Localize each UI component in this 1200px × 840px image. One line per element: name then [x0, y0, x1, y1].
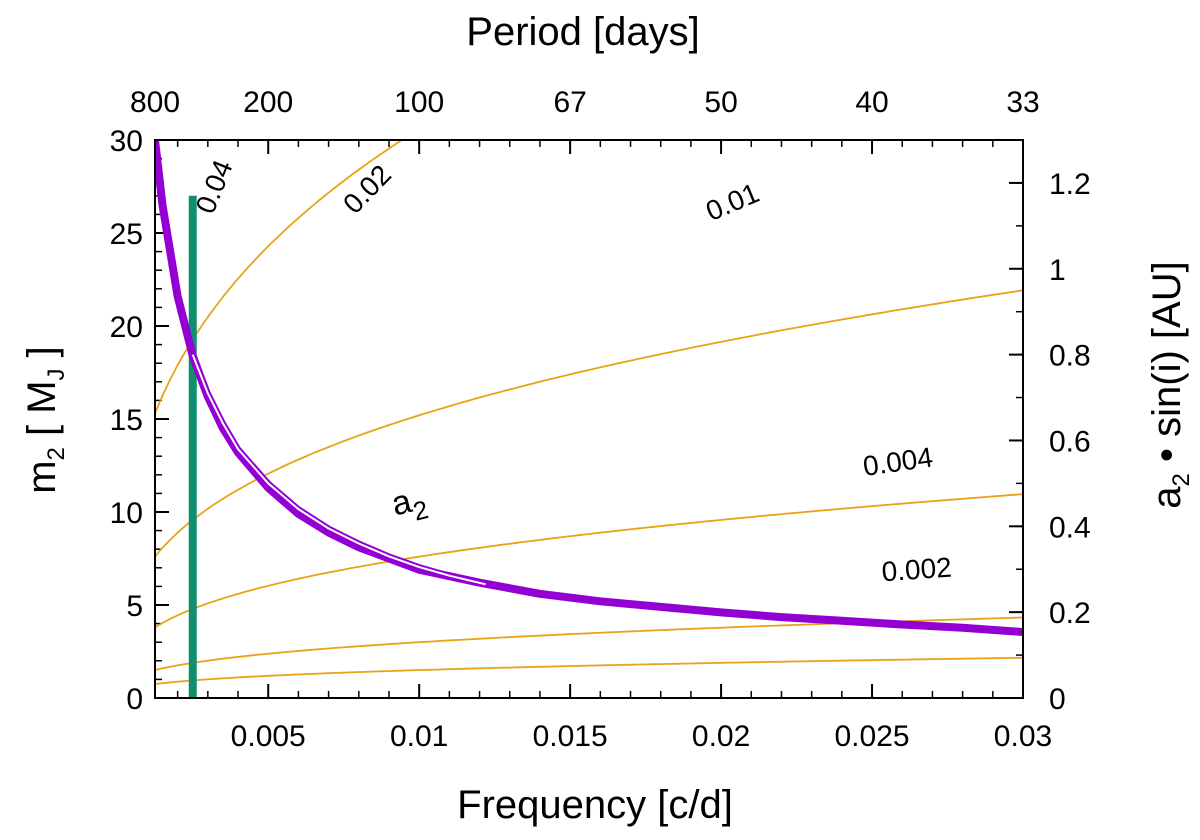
a2-curve-label: a2 — [388, 479, 432, 532]
y-left-tick-label: 10 — [110, 497, 143, 530]
axis-ticks — [154, 139, 1024, 699]
data-layer — [155, 140, 1023, 698]
period-tick-label: 100 — [394, 86, 444, 119]
y-left-tick-label: 30 — [110, 125, 143, 158]
period-tick-label: 33 — [1006, 86, 1039, 119]
y-left-tick-label: 25 — [110, 218, 143, 251]
y-left-tick-label: 0 — [126, 683, 143, 716]
right-axis-title: a2 • sin(i) [AU] — [1145, 261, 1195, 508]
y-right-tick-label: 0.4 — [1049, 511, 1091, 544]
y-right-tick-label: 0.2 — [1049, 597, 1091, 630]
x-tick-label: 0.02 — [692, 720, 750, 753]
a2-label-sub: 2 — [410, 494, 431, 527]
y-right-tick-label: 1 — [1049, 254, 1066, 287]
curve-label-0.01: 0.01 — [701, 177, 763, 227]
period-tick-label: 40 — [855, 86, 888, 119]
mass-function-curve-0.01 — [155, 493, 1023, 629]
x-tick-label: 0.025 — [835, 720, 910, 753]
x-axis-title: Frequency [c/d] — [457, 783, 733, 827]
mass-function-curve-0.002 — [155, 656, 1023, 685]
y-right-tick-label: 0 — [1049, 683, 1066, 716]
y-right-tick-label: 1.2 — [1049, 168, 1091, 201]
period-tick-label: 200 — [243, 86, 293, 119]
mass-function-curve-0.02 — [155, 289, 1023, 558]
x-tick-label: 0.01 — [390, 720, 448, 753]
period-tick-label: 50 — [704, 86, 737, 119]
curve-label-0.004: 0.004 — [861, 441, 935, 481]
y-left-tick-label: 15 — [110, 404, 143, 437]
annotation-layer: 0.04 0.02 0.01 0.004 0.002 a2 — [190, 156, 953, 588]
y-right-tick-label: 0.6 — [1049, 425, 1091, 458]
a2-curve — [189, 353, 487, 588]
y-left-tick-label: 20 — [110, 311, 143, 344]
x-tick-label: 0.03 — [994, 720, 1052, 753]
mass-function-curve-0.04 — [155, 140, 404, 414]
x-tick-label: 0.005 — [231, 720, 306, 753]
curve-label-0.02: 0.02 — [337, 159, 397, 220]
top-axis-title: Period [days] — [466, 10, 699, 54]
curve-label-0.002: 0.002 — [881, 552, 953, 588]
left-axis-title: m2 [ MJ ] — [20, 346, 70, 494]
y-right-tick-label: 0.8 — [1049, 340, 1091, 373]
y-left-tick-label: 5 — [126, 590, 143, 623]
curve-label-0.04: 0.04 — [190, 156, 239, 218]
period-tick-label: 800 — [130, 86, 180, 119]
x-tick-label: 0.015 — [533, 720, 608, 753]
a2-curve-highlight — [191, 354, 486, 586]
period-tick-label: 67 — [553, 86, 586, 119]
plot-frame — [154, 139, 1024, 699]
